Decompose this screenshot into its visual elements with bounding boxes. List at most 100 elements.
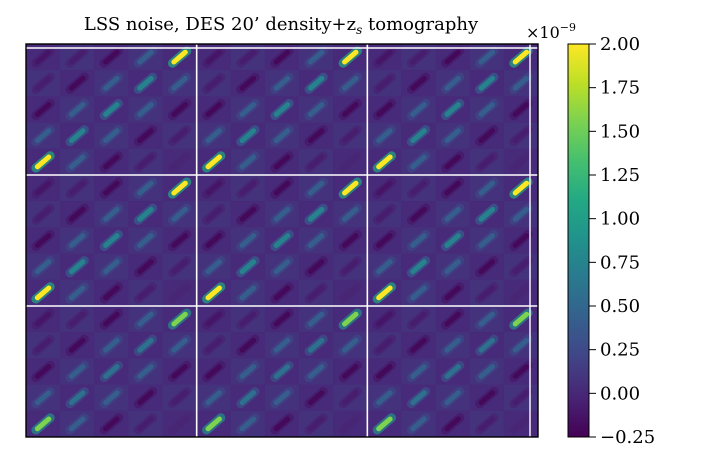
heatmap-cell xyxy=(128,332,163,359)
heatmap-cell xyxy=(435,148,470,175)
heatmap-cell xyxy=(469,122,504,149)
heatmap-plot-area xyxy=(26,44,538,437)
heatmap-cell xyxy=(367,122,402,149)
heatmap-cell xyxy=(333,279,368,306)
heatmap-cell xyxy=(128,122,163,149)
heatmap-cell xyxy=(128,358,163,385)
heatmap-cell xyxy=(94,253,129,280)
heatmap-cell xyxy=(162,332,197,359)
heatmap-cell xyxy=(128,96,163,123)
heatmap-cell xyxy=(299,410,334,437)
heatmap-cell xyxy=(60,122,95,149)
heatmap-cell xyxy=(333,96,368,123)
heatmap-cell xyxy=(94,332,129,359)
heatmap-cell xyxy=(469,384,504,411)
heatmap-cell xyxy=(196,96,231,123)
heatmap-cell xyxy=(94,122,129,149)
heatmap-cell xyxy=(503,148,538,175)
heatmap-cell xyxy=(503,384,538,411)
heatmap-cell xyxy=(162,175,197,202)
heatmap-cell xyxy=(367,279,402,306)
heatmap-cell xyxy=(60,148,95,175)
heatmap-cell xyxy=(94,96,129,123)
heatmap-cell xyxy=(469,279,504,306)
heatmap-cell xyxy=(94,358,129,385)
heatmap-cell xyxy=(26,122,61,149)
heatmap-cell xyxy=(401,384,436,411)
colorbar xyxy=(567,43,590,438)
heatmap-cell xyxy=(469,148,504,175)
heatmap-cell xyxy=(367,148,402,175)
heatmap-cell xyxy=(503,122,538,149)
heatmap-cell xyxy=(26,358,61,385)
heatmap-cell xyxy=(196,410,231,437)
heatmap-cell xyxy=(264,148,300,175)
heatmap-cell xyxy=(299,175,334,202)
heatmap-cell xyxy=(435,122,470,149)
heatmap-cell xyxy=(469,227,504,254)
heatmap-cell xyxy=(333,44,368,71)
heatmap-cell xyxy=(162,384,197,411)
heatmap-cell xyxy=(128,227,163,254)
heatmap-cell xyxy=(367,175,402,202)
heatmap-cell xyxy=(196,148,231,175)
heatmap-cell xyxy=(333,384,368,411)
heatmap-cell xyxy=(469,358,504,385)
heatmap-cell xyxy=(230,227,265,254)
heatmap-cell xyxy=(367,96,402,123)
heatmap-cell xyxy=(230,148,265,175)
heatmap-cell xyxy=(401,70,436,97)
heatmap-cell xyxy=(230,253,265,280)
heatmap-cell xyxy=(333,70,368,97)
heatmap-cell xyxy=(333,358,368,385)
heatmap-cell xyxy=(196,279,231,306)
colorbar-tick-label: 1.00 xyxy=(600,209,640,230)
heatmap-cell xyxy=(230,358,265,385)
heatmap-cell xyxy=(435,253,470,280)
heatmap-cell xyxy=(196,122,231,149)
heatmap-cell xyxy=(128,279,163,306)
heatmap-cell xyxy=(401,332,436,359)
heatmap-cell xyxy=(503,306,538,333)
heatmap-cell xyxy=(401,175,436,202)
heatmap-cell xyxy=(26,96,61,123)
heatmap-cell xyxy=(469,96,504,123)
heatmap-cell xyxy=(367,306,402,333)
heatmap-cell xyxy=(299,96,334,123)
heatmap-cell xyxy=(299,122,334,149)
heatmap-cell xyxy=(128,253,163,280)
heatmap-cell xyxy=(60,227,95,254)
heatmap-cell xyxy=(469,410,504,437)
heatmap-cell xyxy=(503,332,538,359)
heatmap-cell xyxy=(128,148,163,175)
heatmap-cell xyxy=(94,227,129,254)
heatmap-cell xyxy=(264,279,300,306)
heatmap-cell xyxy=(333,410,368,437)
heatmap-cell xyxy=(503,96,538,123)
heatmap-cell xyxy=(196,227,231,254)
heatmap-cell xyxy=(230,122,265,149)
heatmap-cell xyxy=(230,175,265,202)
heatmap-cell xyxy=(196,175,231,202)
heatmap-cell xyxy=(333,253,368,280)
heatmap-cell xyxy=(401,279,436,306)
heatmap-cell xyxy=(94,306,129,333)
heatmap-cell xyxy=(196,306,231,333)
heatmap-cell xyxy=(94,175,129,202)
heatmap-cell xyxy=(333,332,368,359)
heatmap-cell xyxy=(162,279,197,306)
heatmap-cell xyxy=(60,96,95,123)
heatmap-cell xyxy=(264,175,300,202)
heatmap-cell xyxy=(469,306,504,333)
heatmap-cell xyxy=(94,384,129,411)
heatmap-cell xyxy=(264,227,300,254)
heatmap-cell xyxy=(230,279,265,306)
heatmap-cell xyxy=(94,279,129,306)
heatmap-cell xyxy=(401,253,436,280)
colorbar-tick-label: 0.00 xyxy=(600,383,640,404)
heatmap-cell xyxy=(469,332,504,359)
heatmap-cell xyxy=(60,358,95,385)
heatmap-cell xyxy=(367,358,402,385)
heatmap-cell xyxy=(196,332,231,359)
